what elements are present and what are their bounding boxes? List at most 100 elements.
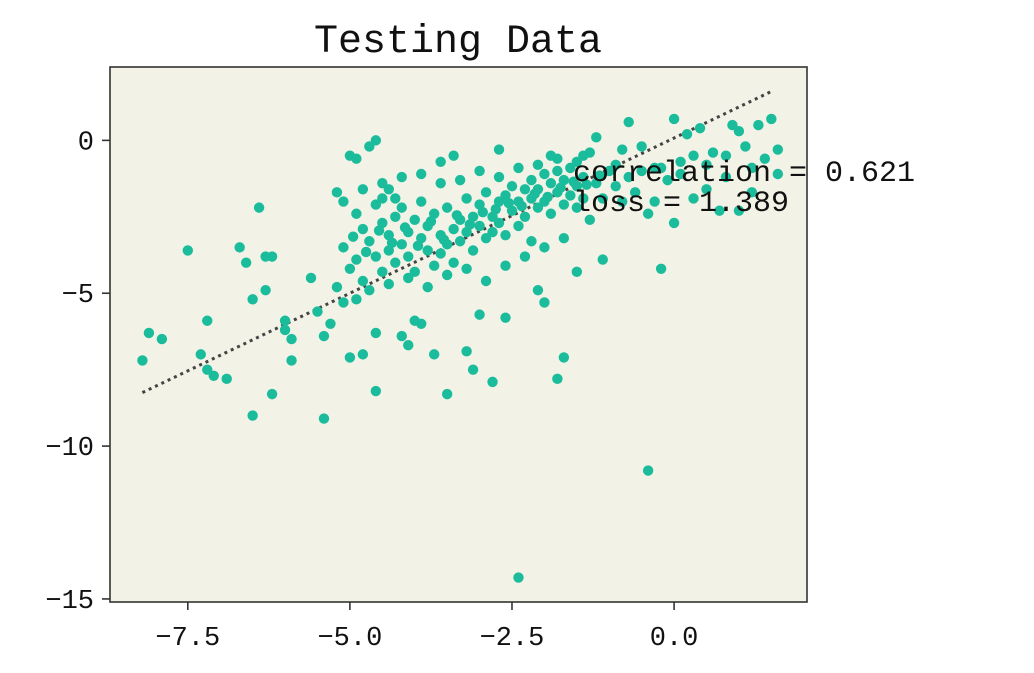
data-point <box>396 330 407 342</box>
data-point <box>740 141 751 152</box>
data-point <box>513 572 524 583</box>
data-point <box>594 170 605 181</box>
data-point <box>461 193 472 204</box>
data-point <box>655 162 667 174</box>
data-point <box>542 191 553 203</box>
data-point <box>584 147 595 158</box>
data-point <box>565 162 576 174</box>
data-point <box>694 122 706 134</box>
data-point <box>412 240 424 252</box>
data-point <box>591 132 602 143</box>
plot-area <box>109 66 808 603</box>
data-point <box>668 113 680 125</box>
data-point <box>636 165 647 177</box>
data-point <box>344 352 356 363</box>
data-point <box>500 260 511 271</box>
data-point <box>642 465 654 476</box>
data-point <box>480 187 492 198</box>
data-point <box>623 116 634 128</box>
data-point <box>383 278 394 290</box>
data-point <box>610 181 621 192</box>
data-point <box>558 352 570 363</box>
data-point <box>474 165 485 177</box>
data-point <box>422 245 433 256</box>
data-point <box>707 147 719 158</box>
data-point <box>435 177 446 189</box>
data-point <box>234 242 245 253</box>
data-point <box>344 263 356 274</box>
data-point <box>377 177 388 189</box>
data-point <box>428 349 440 360</box>
data-point <box>266 251 278 262</box>
data-point <box>351 153 362 164</box>
data-point <box>474 309 485 320</box>
data-point <box>746 162 758 174</box>
data-point <box>318 330 330 342</box>
data-point <box>409 266 420 278</box>
data-point <box>655 263 667 274</box>
data-point <box>662 174 673 186</box>
data-point <box>386 237 398 248</box>
data-point <box>464 219 476 230</box>
data-point <box>357 223 369 235</box>
data-point <box>720 150 732 161</box>
data-point <box>448 223 459 235</box>
data-point <box>312 306 323 317</box>
data-point <box>390 211 401 222</box>
data-point <box>377 266 388 278</box>
y-tick-label: −5 <box>62 281 94 311</box>
data-point <box>467 364 479 375</box>
data-point <box>448 150 459 161</box>
data-point <box>532 202 544 213</box>
data-point <box>552 153 563 164</box>
data-point <box>331 187 343 198</box>
data-point <box>441 202 453 213</box>
data-point <box>532 159 544 171</box>
data-point <box>487 226 498 238</box>
data-point <box>208 370 219 381</box>
data-point <box>604 165 615 177</box>
data-point <box>182 245 194 256</box>
data-point <box>493 217 505 229</box>
data-point <box>516 200 527 212</box>
correlation-annotation: correlation = 0.621 <box>573 157 915 191</box>
data-point <box>399 222 411 233</box>
data-point <box>733 205 745 216</box>
data-point <box>490 203 501 215</box>
data-point <box>571 202 583 213</box>
data-point <box>727 119 738 131</box>
data-point <box>383 184 394 195</box>
data-point <box>364 284 375 296</box>
data-point <box>357 184 369 195</box>
data-point <box>558 233 570 244</box>
loss-annotation: loss = 1.389 <box>573 187 789 221</box>
data-point <box>202 364 213 375</box>
x-tick-label: −7.5 <box>155 624 220 654</box>
data-point <box>441 269 453 281</box>
data-point <box>617 144 628 155</box>
data-point <box>688 193 699 204</box>
data-point <box>568 176 579 187</box>
data-point <box>597 254 608 265</box>
data-point <box>597 193 608 204</box>
data-point <box>513 220 524 232</box>
data-point <box>539 242 550 253</box>
data-point <box>409 214 420 226</box>
data-point <box>623 171 634 183</box>
data-point <box>519 184 531 195</box>
data-point <box>403 272 414 284</box>
data-points <box>137 113 784 583</box>
data-point <box>487 376 498 388</box>
y-axis: 0 −5 −10 −15 <box>45 128 110 617</box>
data-point <box>240 257 252 268</box>
data-point <box>370 327 382 339</box>
data-point <box>578 193 589 204</box>
data-point <box>519 251 531 262</box>
data-point <box>351 208 362 219</box>
data-point <box>477 207 489 218</box>
data-point <box>403 251 414 262</box>
data-point <box>545 208 557 219</box>
data-point <box>772 168 784 180</box>
data-point <box>503 197 514 209</box>
data-point <box>441 388 453 400</box>
